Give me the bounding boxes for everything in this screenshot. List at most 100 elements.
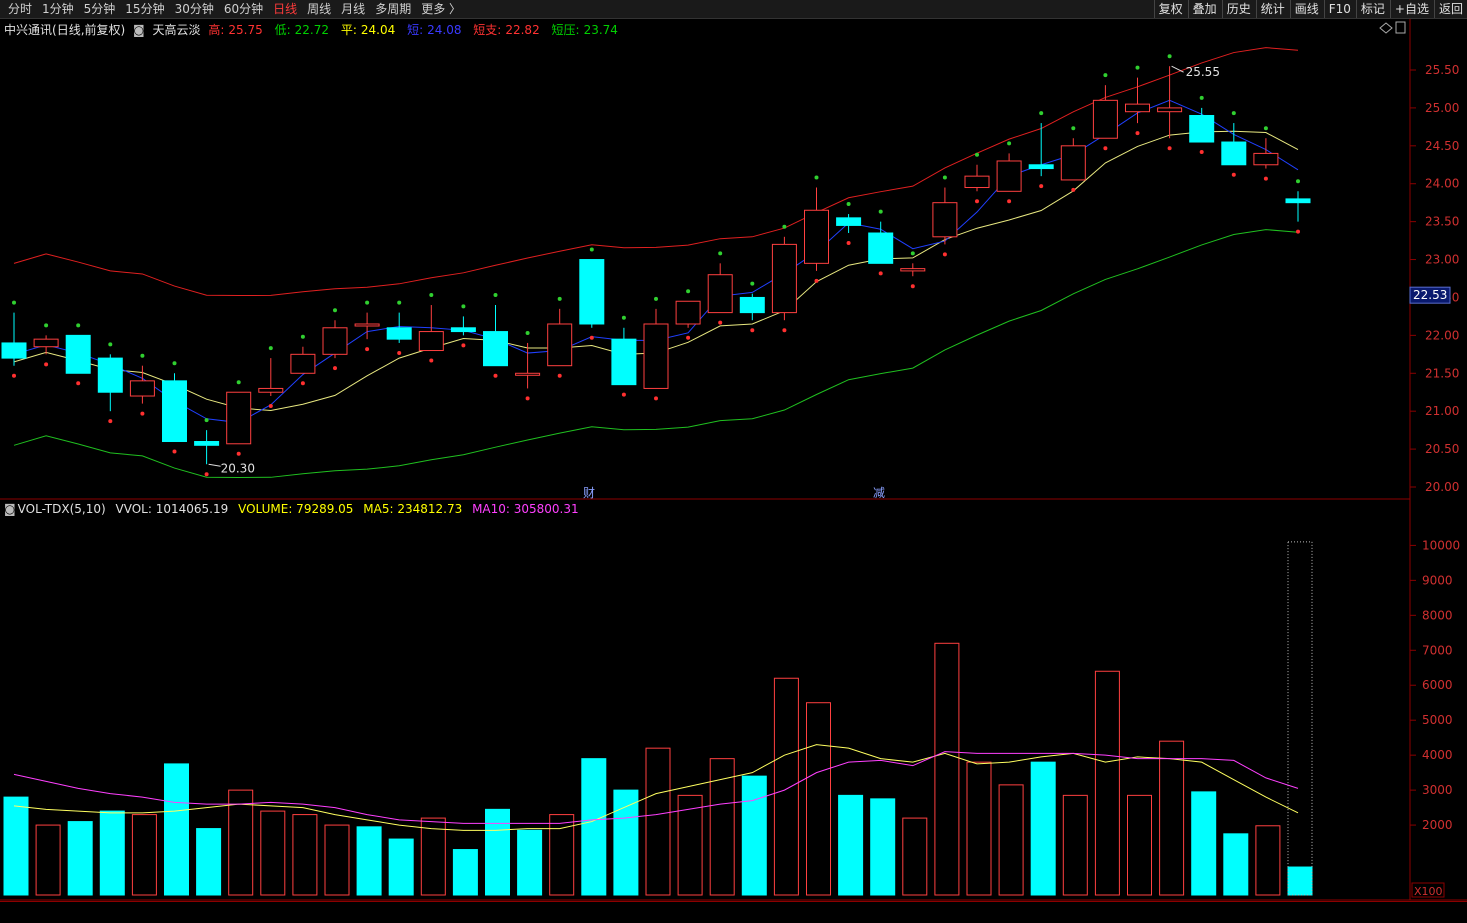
green-signal-dot bbox=[525, 330, 530, 335]
candle-38 bbox=[1221, 123, 1247, 166]
green-signal-dot bbox=[1071, 126, 1076, 131]
vol-indicator-name[interactable]: VOL-TDX(5,10) bbox=[17, 502, 106, 516]
volume-bar-2 bbox=[67, 821, 93, 896]
green-signal-dot bbox=[429, 293, 434, 298]
period-tab-8[interactable]: 月线 bbox=[341, 2, 366, 16]
candle-13 bbox=[418, 305, 444, 352]
candle-body bbox=[162, 380, 187, 443]
candle-39 bbox=[1253, 138, 1279, 169]
green-signal-dot bbox=[365, 300, 370, 305]
candle-body bbox=[836, 217, 862, 226]
green-signal-dot bbox=[1039, 111, 1044, 116]
volume-tick-label: 2000 bbox=[1422, 818, 1453, 832]
green-signal-dot bbox=[300, 334, 305, 339]
candle-21 bbox=[675, 300, 701, 328]
period-tab-0[interactable]: 分时 bbox=[8, 2, 33, 16]
volume-tick-label: 8000 bbox=[1422, 608, 1453, 622]
tool-button-1[interactable]: 叠加 bbox=[1187, 0, 1221, 18]
candle-17 bbox=[547, 308, 573, 367]
green-signal-dot bbox=[846, 202, 851, 207]
tool-button-4[interactable]: 画线 bbox=[1289, 0, 1323, 18]
vol-unit-box bbox=[1411, 882, 1445, 898]
volume-bar-16 bbox=[517, 829, 543, 896]
tool-button-0[interactable]: 复权 bbox=[1153, 0, 1187, 18]
volume-highlight-box bbox=[1287, 541, 1313, 896]
candle-10 bbox=[322, 320, 348, 359]
tool-button-2[interactable]: 历史 bbox=[1221, 0, 1255, 18]
price-tick-label: 21.00 bbox=[1425, 404, 1459, 418]
tool-button-3[interactable]: 统计 bbox=[1255, 0, 1289, 18]
period-tab-10[interactable]: 更多 〉 bbox=[421, 2, 462, 16]
volume-tick-label: 4000 bbox=[1422, 748, 1453, 762]
volume-bar-10 bbox=[324, 824, 350, 896]
stock-name[interactable]: 中兴通讯 bbox=[4, 23, 53, 37]
candle-6 bbox=[194, 430, 220, 465]
green-signal-dot bbox=[718, 251, 723, 256]
candle-27 bbox=[868, 221, 894, 264]
price-tick-label: 25.00 bbox=[1425, 101, 1459, 115]
candle-2 bbox=[65, 334, 91, 374]
min-price-label: 20.30 bbox=[221, 461, 255, 475]
green-signal-dot bbox=[268, 346, 273, 351]
tool-button-7[interactable]: +自选 bbox=[1389, 0, 1433, 18]
red-signal-dot bbox=[204, 472, 209, 477]
green-signal-dot bbox=[1167, 54, 1172, 59]
candle-body bbox=[65, 334, 91, 374]
red-signal-dot bbox=[654, 396, 658, 401]
max-pointer bbox=[1171, 65, 1184, 73]
period-tab-7[interactable]: 周线 bbox=[307, 2, 332, 16]
red-signal-dot bbox=[12, 373, 16, 378]
volume-bar-38 bbox=[1223, 833, 1249, 896]
red-signal-dot bbox=[942, 252, 947, 257]
lower-band bbox=[13, 229, 1299, 479]
high-label: 高: bbox=[208, 23, 225, 37]
chevron-down-icon[interactable]: ◙ bbox=[4, 502, 16, 516]
volume-bar-9 bbox=[292, 814, 318, 896]
chevron-down-icon[interactable]: ◙ bbox=[133, 23, 145, 37]
red-signal-dot bbox=[1071, 187, 1076, 192]
tool-button-8[interactable]: 返回 bbox=[1433, 0, 1467, 18]
candle-22 bbox=[707, 263, 733, 314]
candle-15 bbox=[483, 305, 508, 367]
green-signal-dot bbox=[1296, 179, 1300, 184]
red-signal-dot bbox=[140, 411, 145, 416]
price-tick-label: 24.00 bbox=[1425, 177, 1459, 191]
red-signal-dot bbox=[910, 284, 915, 289]
indicator-name[interactable]: 天高云淡 bbox=[152, 23, 201, 37]
green-signal-dot bbox=[12, 300, 16, 305]
green-signal-dot bbox=[814, 175, 819, 180]
period-tab-3[interactable]: 15分钟 bbox=[125, 2, 165, 16]
candle-12 bbox=[386, 312, 412, 343]
candle-body bbox=[354, 323, 380, 327]
volume-bar-37 bbox=[1191, 791, 1217, 896]
period-tab-9[interactable]: 多周期 bbox=[375, 2, 412, 16]
candle-body bbox=[643, 323, 669, 389]
red-signal-dot bbox=[1263, 176, 1268, 181]
green-signal-dot bbox=[1007, 141, 1012, 146]
green-signal-dot bbox=[1263, 126, 1268, 131]
red-signal-dot bbox=[621, 392, 626, 397]
red-signal-dot bbox=[814, 278, 819, 283]
volume-bar-35 bbox=[1127, 794, 1152, 896]
period-tab-1[interactable]: 1分钟 bbox=[42, 2, 74, 16]
tool-button-6[interactable]: 标记 bbox=[1355, 0, 1389, 18]
tool-button-5[interactable]: F10 bbox=[1323, 0, 1355, 18]
period-tab-4[interactable]: 30分钟 bbox=[174, 2, 214, 16]
red-signal-dot bbox=[429, 358, 434, 363]
candle-body bbox=[1060, 145, 1086, 181]
green-signal-dot bbox=[44, 323, 49, 328]
period-tab-6[interactable]: 日线 bbox=[273, 2, 298, 16]
volume-ma10-line bbox=[13, 751, 1299, 824]
red-signal-dot bbox=[461, 343, 466, 348]
support-label: 短支: bbox=[473, 23, 502, 37]
period-tab-5[interactable]: 60分钟 bbox=[223, 2, 264, 16]
green-signal-dot bbox=[942, 175, 947, 180]
candle-37 bbox=[1189, 107, 1215, 143]
green-signal-dot bbox=[236, 380, 241, 385]
period-tab-2[interactable]: 5分钟 bbox=[83, 2, 116, 16]
green-signal-dot bbox=[589, 247, 594, 252]
candle-body bbox=[1, 342, 27, 359]
candle-body bbox=[226, 391, 252, 445]
volume-bar-24 bbox=[773, 677, 799, 896]
